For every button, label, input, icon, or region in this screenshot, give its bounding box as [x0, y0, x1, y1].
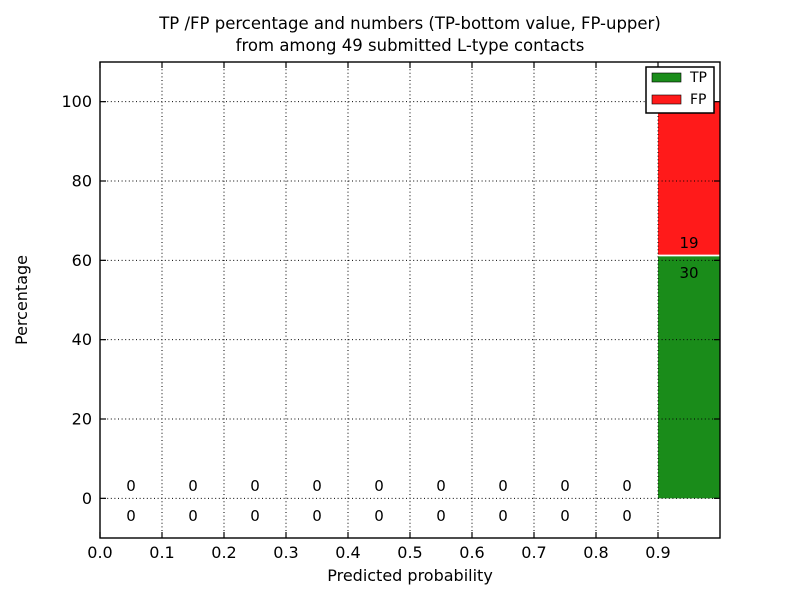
count-label-tp: 0 — [498, 507, 508, 525]
x-tick-label: 0.0 — [87, 543, 112, 562]
x-tick-label: 0.2 — [211, 543, 236, 562]
y-axis-label: Percentage — [12, 255, 31, 345]
x-tick-label: 0.3 — [273, 543, 298, 562]
y-tick-label: 60 — [72, 251, 92, 270]
y-tick-label: 100 — [61, 92, 92, 111]
count-label-fp: 0 — [312, 477, 322, 495]
x-tick-label: 0.8 — [583, 543, 608, 562]
count-label-tp: 0 — [436, 507, 446, 525]
bar-segment-fp — [658, 101, 720, 256]
count-label-fp: 0 — [374, 477, 384, 495]
x-tick-label: 0.5 — [397, 543, 422, 562]
y-tick-label: 40 — [72, 330, 92, 349]
y-tick-label: 80 — [72, 172, 92, 191]
count-label-tp: 30 — [679, 264, 698, 282]
count-label-tp: 0 — [374, 507, 384, 525]
legend-label-tp: TP — [689, 70, 707, 86]
bar-segment-tp — [658, 255, 720, 499]
count-label-tp: 0 — [312, 507, 322, 525]
legend-swatch-fp — [651, 94, 682, 105]
count-label-tp: 0 — [560, 507, 570, 525]
x-tick-label: 0.4 — [335, 543, 360, 562]
y-tick-label: 0 — [82, 489, 92, 508]
count-label-tp: 0 — [622, 507, 632, 525]
count-label-fp: 0 — [126, 477, 136, 495]
x-tick-label: 0.9 — [645, 543, 670, 562]
count-label-tp: 0 — [188, 507, 198, 525]
count-label-fp: 0 — [622, 477, 632, 495]
count-label-fp: 19 — [679, 234, 698, 252]
x-tick-label: 0.1 — [149, 543, 174, 562]
count-label-tp: 0 — [250, 507, 260, 525]
count-label-fp: 0 — [498, 477, 508, 495]
x-tick-label: 0.7 — [521, 543, 546, 562]
legend-label-fp: FP — [690, 92, 707, 108]
count-label-fp: 0 — [250, 477, 260, 495]
x-tick-label: 0.6 — [459, 543, 484, 562]
y-tick-label: 20 — [72, 410, 92, 429]
plot-render-layer: 0.0 0.1 0.2 0.3 0.4 0.5 0.6 0.7 0.8 0.9 0 20 40 60 80 1… — [61, 61, 721, 562]
count-label-fp: 0 — [560, 477, 570, 495]
chart-title-line-2: from among 49 submitted L-type contacts — [236, 36, 585, 55]
legend-swatch-tp — [651, 72, 682, 83]
x-axis-label: Predicted probability — [327, 566, 493, 585]
count-label-fp: 0 — [188, 477, 198, 495]
count-label-fp: 0 — [436, 477, 446, 495]
count-label-tp: 0 — [126, 507, 136, 525]
chart-title-line-1: TP /FP percentage and numbers (TP-bottom… — [158, 14, 661, 33]
